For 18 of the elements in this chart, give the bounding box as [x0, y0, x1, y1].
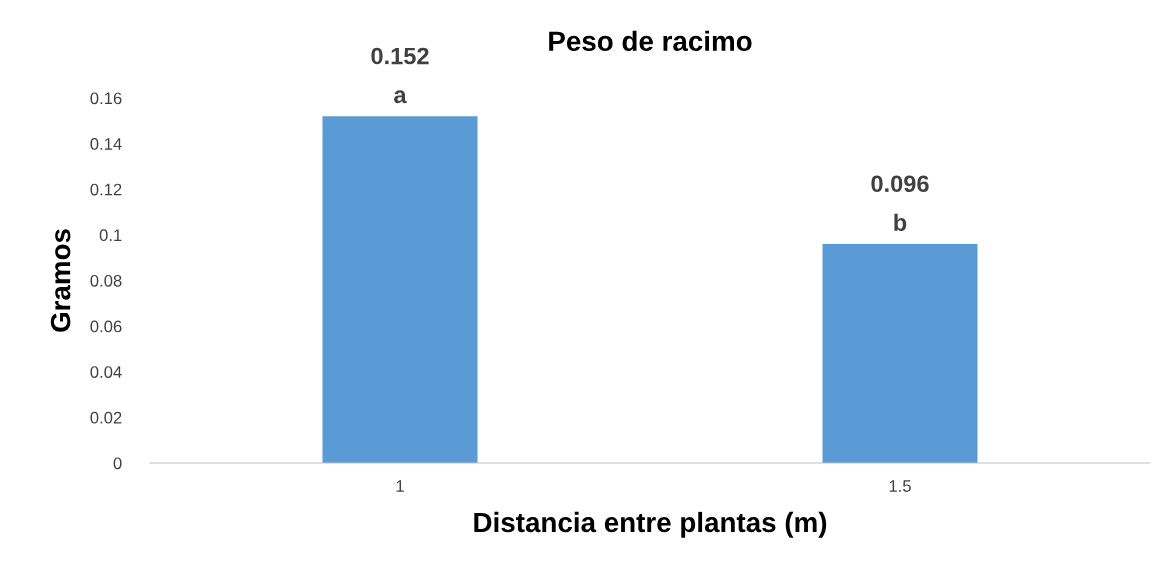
y-axis-title: Gramos [50, 229, 71, 332]
x-tick-label: 1 [396, 480, 404, 492]
y-tick-label: 0.04 [90, 366, 122, 378]
y-tick-label: 0.16 [90, 92, 122, 105]
y-tick-label: 0.06 [90, 320, 122, 333]
chart-title: Peso de racimo [549, 30, 752, 52]
data-label: 0.152 [371, 47, 429, 65]
y-tick-label: 0.12 [90, 183, 122, 196]
y-tick-label: 0 [113, 457, 122, 470]
y-tick-label: 0.02 [90, 411, 122, 424]
annotation: b [894, 213, 907, 231]
x-axis-title: Distancia entre plantas (m) [474, 511, 827, 538]
y-tick-label: 0.14 [90, 138, 122, 150]
y-tick-label: 0.08 [90, 274, 122, 287]
data-label: 0.096 [871, 175, 929, 193]
annotation: a [394, 90, 407, 104]
x-tick-label: 1.5 [889, 480, 911, 492]
y-tick-label: 0.1 [99, 229, 122, 242]
